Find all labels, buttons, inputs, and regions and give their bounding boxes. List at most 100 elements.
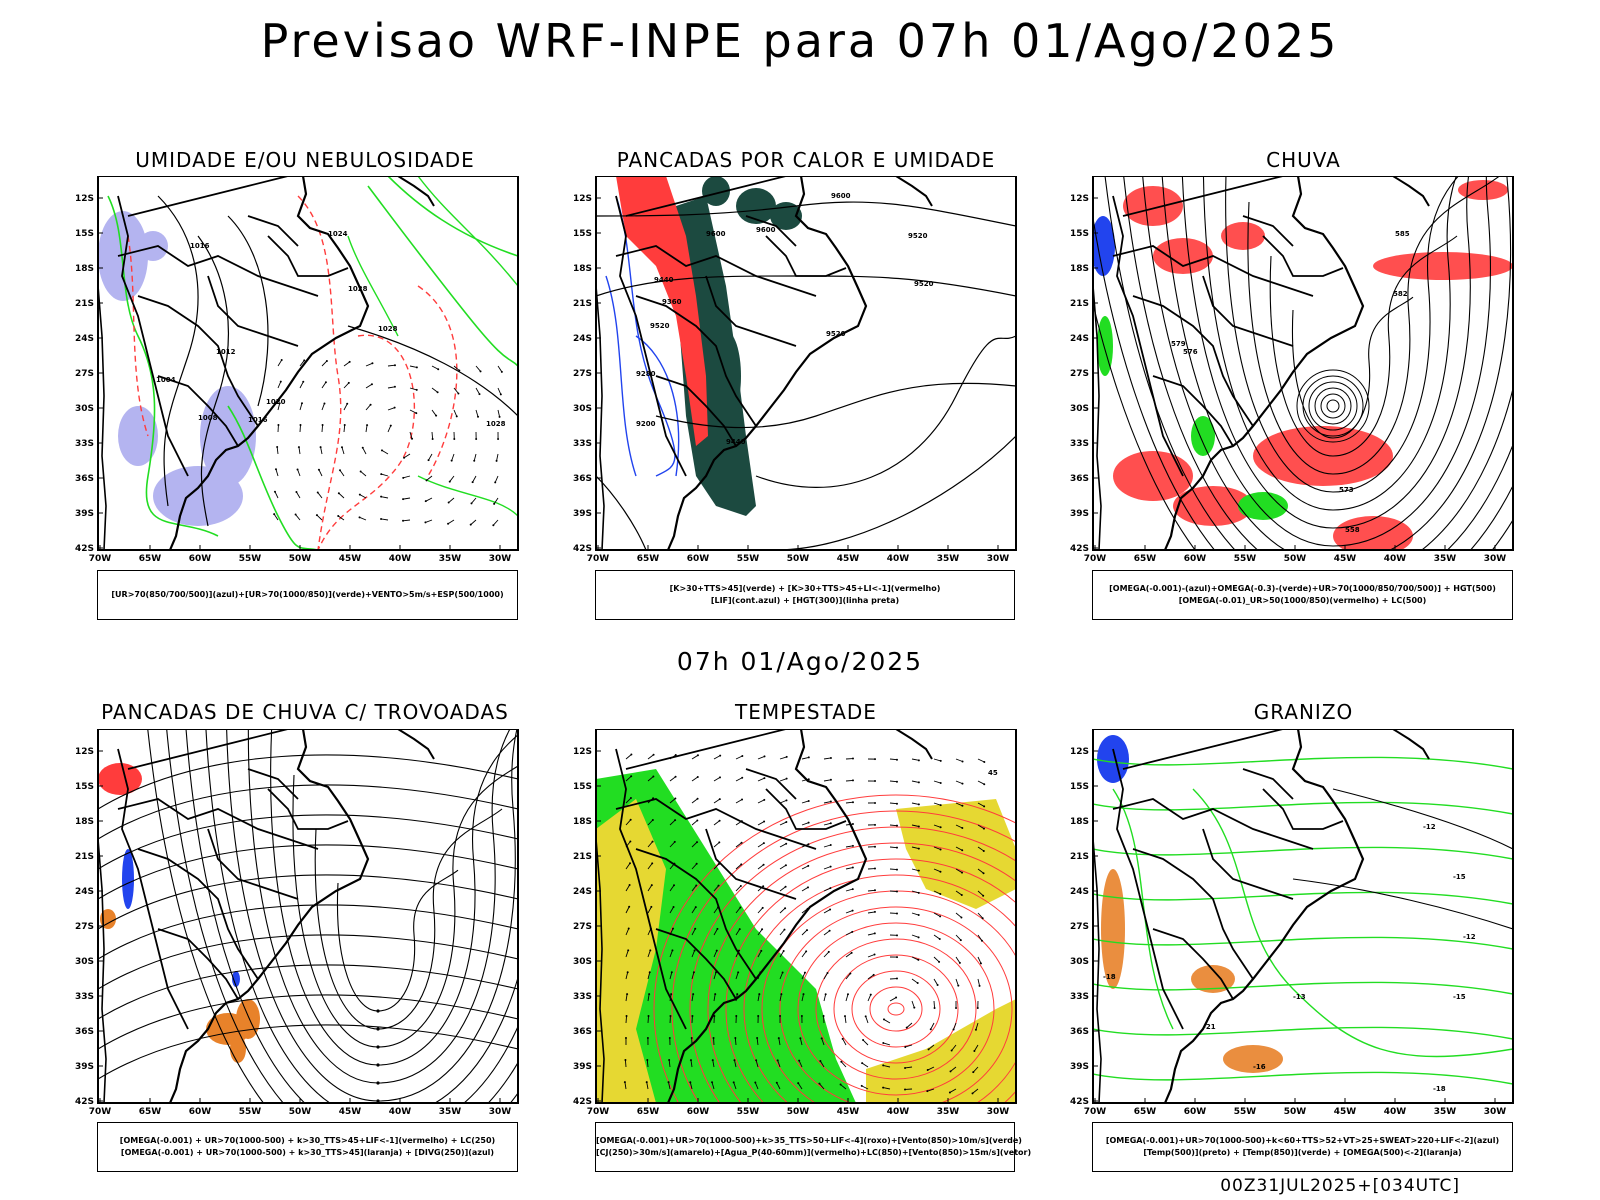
wind-850-vector xyxy=(735,907,741,914)
wind-850-vector xyxy=(669,841,676,848)
wind-850-vector xyxy=(977,802,985,807)
wind-850-vector xyxy=(669,906,674,914)
omega-500-area xyxy=(1223,1045,1283,1073)
wind-arrowhead xyxy=(494,481,497,484)
legend-pancadas-calor: [K>30+TTS>45](verde) + [K>30+TTS>45+LI<-… xyxy=(595,570,1015,620)
heat-convection-unstable-area xyxy=(616,176,708,446)
wind-arrowhead xyxy=(319,446,322,449)
wind-850-vector xyxy=(911,824,919,827)
wind-850-vector xyxy=(845,845,853,848)
height-300-contour xyxy=(596,201,1016,227)
temperature-label: -15 xyxy=(1453,873,1466,881)
thunderstorm-convective-area xyxy=(230,1035,246,1063)
lat-tick-label: 39S xyxy=(573,1062,592,1072)
wind-arrowhead xyxy=(471,481,474,484)
wind-arrowhead xyxy=(873,867,876,870)
wind-arrowhead xyxy=(869,993,872,996)
wind-850-vector xyxy=(845,910,853,914)
wind-850-vector xyxy=(689,1082,693,1090)
wind-vector xyxy=(321,424,324,433)
wind-vector xyxy=(277,359,283,367)
wind-arrowhead xyxy=(315,514,318,517)
wind-850-vector xyxy=(861,1085,869,1090)
wind-arrowhead xyxy=(851,823,854,826)
wind-vector xyxy=(493,497,499,505)
wind-arrowhead xyxy=(650,905,653,908)
height-500-contour xyxy=(1104,176,1513,550)
wind-arrowhead xyxy=(338,469,341,472)
wind-arrowhead xyxy=(849,972,852,975)
wind-arrowhead xyxy=(741,798,744,801)
wind-vector xyxy=(360,471,367,477)
divergence-area xyxy=(122,849,134,909)
lon-tick-label: 40W xyxy=(389,554,412,564)
wind-arrowhead xyxy=(851,930,854,933)
wind-arrowhead xyxy=(917,803,920,806)
border-line xyxy=(1132,848,1254,980)
wind-850-vector xyxy=(713,820,720,826)
wind-arrowhead xyxy=(983,805,986,808)
wind-850-vector xyxy=(977,780,985,785)
legend-granizo: [OMEGA(-0.001)+UR>70(1000-500)+k<60+TTS>… xyxy=(1092,1122,1513,1172)
lc-850-contour xyxy=(851,970,941,1048)
lat-tick-label: 27S xyxy=(573,922,592,932)
wind-arrowhead xyxy=(652,775,655,778)
wind-arrowhead xyxy=(785,821,788,824)
wind-arrowhead xyxy=(971,1092,974,1095)
panel-title-pancadas-calor: PANCADAS POR CALOR E UMIDADE xyxy=(616,148,996,172)
lat-tick-label: 33S xyxy=(75,992,94,1002)
wind-vector xyxy=(497,409,501,417)
border-line xyxy=(1242,215,1294,247)
wind-arrowhead xyxy=(668,1037,671,1040)
wind-vector xyxy=(387,364,396,367)
wind-arrowhead xyxy=(805,950,808,953)
wind-arrowhead xyxy=(719,754,722,757)
wind-arrowhead xyxy=(734,1037,737,1040)
wind-arrowhead xyxy=(761,906,764,909)
wind-arrowhead xyxy=(763,820,766,823)
wind-850-vector xyxy=(691,841,698,848)
wind-arrowhead xyxy=(827,950,830,953)
thickness-contour xyxy=(317,334,415,550)
streamline-250 xyxy=(98,844,518,900)
wind-850-vector xyxy=(625,994,628,1002)
wind-vector xyxy=(318,469,323,477)
wind-arrowhead xyxy=(457,392,460,395)
lat-tick-label: 15S xyxy=(573,229,592,239)
temperature-label: -21 xyxy=(1203,1023,1216,1031)
wind-vector xyxy=(453,365,460,371)
wind-arrowhead xyxy=(669,1015,672,1018)
wind-850-vector xyxy=(950,1066,957,1072)
wind-arrowhead xyxy=(939,782,942,785)
border-line xyxy=(1262,788,1344,830)
rain-area xyxy=(1153,238,1213,274)
wind-arrowhead xyxy=(777,1037,780,1040)
wind-850-vector xyxy=(911,978,918,984)
wind-vector xyxy=(403,475,411,479)
mid-title: 07h 01/Ago/2025 xyxy=(676,647,924,676)
border-line xyxy=(615,245,817,297)
lon-tick-label: 65W xyxy=(1134,554,1157,564)
wind-850-vector xyxy=(713,907,719,914)
wind-arrowhead xyxy=(806,886,809,889)
wind-arrowhead xyxy=(458,369,461,372)
border-line xyxy=(1152,375,1234,447)
legend-line: [CJ(250)>30m/s](amarelo)+[Agua_P(40-60mm… xyxy=(596,1148,1032,1157)
coastline xyxy=(98,285,107,550)
streamline-250 xyxy=(98,994,518,1050)
wind-850-vector xyxy=(801,756,809,760)
wind-850-vector xyxy=(840,1061,847,1068)
wind-arrowhead xyxy=(761,928,764,931)
map-frame xyxy=(97,176,519,551)
coastline xyxy=(666,176,868,550)
humidity-1000-850-contour xyxy=(417,176,518,287)
border-line xyxy=(1152,928,1234,1000)
lon-tick-label: 70W xyxy=(89,554,112,564)
lon-tick-label: 55W xyxy=(239,554,262,564)
wind-arrowhead xyxy=(949,1070,952,1073)
wind-850-vector xyxy=(713,885,719,892)
humidity-1000-850-contour xyxy=(227,405,319,550)
wind-850-vector xyxy=(713,755,721,760)
wind-arrowhead xyxy=(873,845,876,848)
wind-850-vector xyxy=(757,842,765,848)
